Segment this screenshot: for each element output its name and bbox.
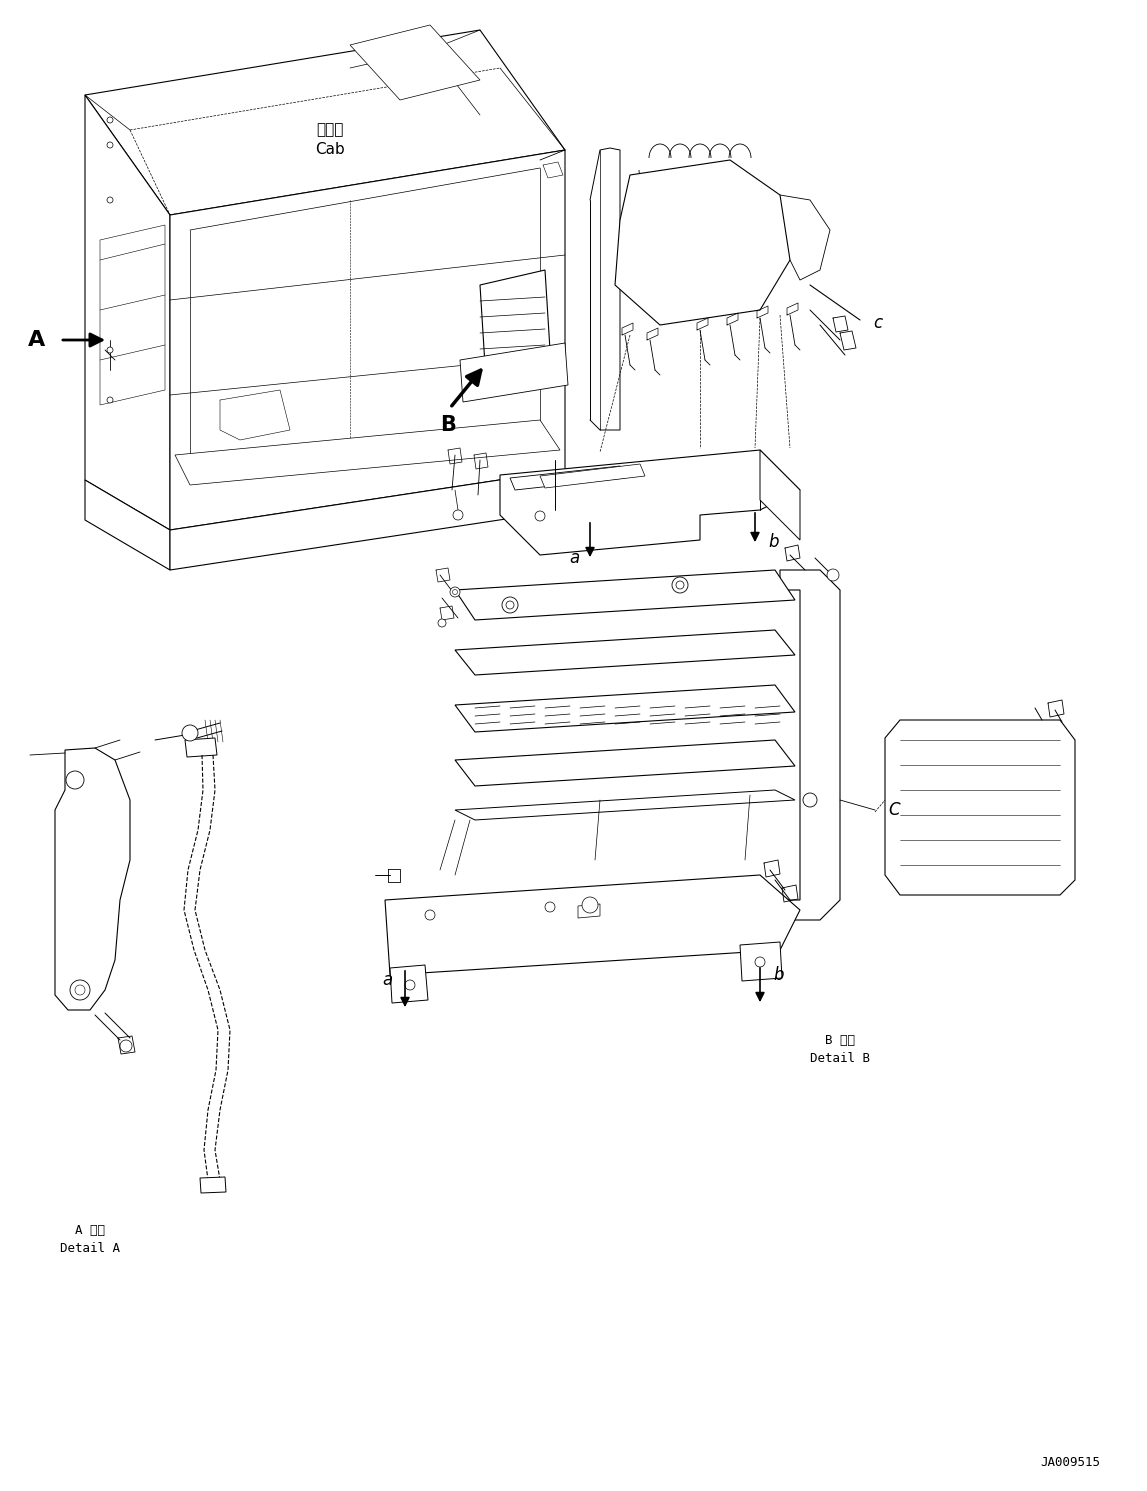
Circle shape (182, 725, 198, 741)
Text: B: B (440, 414, 457, 435)
Circle shape (438, 619, 446, 628)
Polygon shape (200, 1176, 226, 1193)
Text: B 詳細: B 詳細 (825, 1033, 855, 1047)
Polygon shape (385, 875, 799, 975)
Polygon shape (100, 225, 165, 406)
Circle shape (535, 511, 545, 520)
Text: Cab: Cab (315, 143, 345, 158)
Text: a: a (383, 971, 393, 989)
Circle shape (545, 902, 555, 912)
Polygon shape (780, 570, 840, 920)
Ellipse shape (645, 482, 674, 494)
Circle shape (453, 510, 463, 520)
Polygon shape (510, 467, 625, 491)
Circle shape (107, 116, 114, 122)
Polygon shape (85, 480, 170, 570)
Circle shape (107, 347, 114, 353)
Polygon shape (500, 450, 799, 555)
Circle shape (426, 910, 435, 920)
Text: キャブ: キャブ (317, 122, 344, 137)
Polygon shape (460, 343, 568, 403)
Circle shape (582, 898, 598, 912)
Circle shape (107, 142, 114, 148)
Polygon shape (760, 450, 799, 540)
Polygon shape (175, 420, 560, 485)
Circle shape (827, 570, 838, 581)
Polygon shape (885, 720, 1075, 895)
Circle shape (120, 1041, 132, 1053)
Polygon shape (170, 470, 565, 570)
Polygon shape (479, 270, 551, 365)
Text: JA009515: JA009515 (1040, 1455, 1100, 1469)
Circle shape (450, 587, 460, 596)
Circle shape (506, 601, 514, 608)
Polygon shape (455, 684, 795, 732)
Circle shape (676, 581, 684, 589)
Text: A 詳細: A 詳細 (75, 1224, 106, 1236)
Circle shape (453, 589, 458, 595)
Polygon shape (540, 464, 645, 488)
Text: A: A (28, 330, 45, 350)
Polygon shape (55, 748, 130, 1009)
Text: c: c (873, 315, 882, 332)
Text: a: a (570, 549, 580, 567)
Circle shape (70, 980, 89, 1000)
Circle shape (405, 980, 415, 990)
Circle shape (672, 577, 688, 593)
Polygon shape (390, 965, 428, 1003)
Polygon shape (350, 25, 479, 100)
Polygon shape (85, 30, 565, 215)
Polygon shape (185, 738, 217, 757)
Circle shape (803, 793, 817, 807)
Polygon shape (455, 790, 795, 820)
Polygon shape (578, 904, 600, 918)
Polygon shape (455, 570, 795, 620)
Polygon shape (170, 151, 565, 529)
Polygon shape (615, 160, 790, 325)
Circle shape (67, 771, 84, 789)
Text: Detail B: Detail B (810, 1051, 871, 1065)
Polygon shape (455, 631, 795, 675)
Circle shape (107, 397, 114, 403)
Circle shape (502, 596, 518, 613)
Text: C: C (888, 801, 899, 819)
Text: b: b (768, 532, 779, 552)
Polygon shape (85, 95, 170, 529)
Text: Detail A: Detail A (60, 1242, 120, 1254)
Polygon shape (740, 942, 782, 981)
Circle shape (75, 986, 85, 994)
Polygon shape (455, 740, 795, 786)
Circle shape (755, 957, 765, 968)
Text: b: b (773, 966, 783, 984)
Circle shape (107, 197, 114, 203)
